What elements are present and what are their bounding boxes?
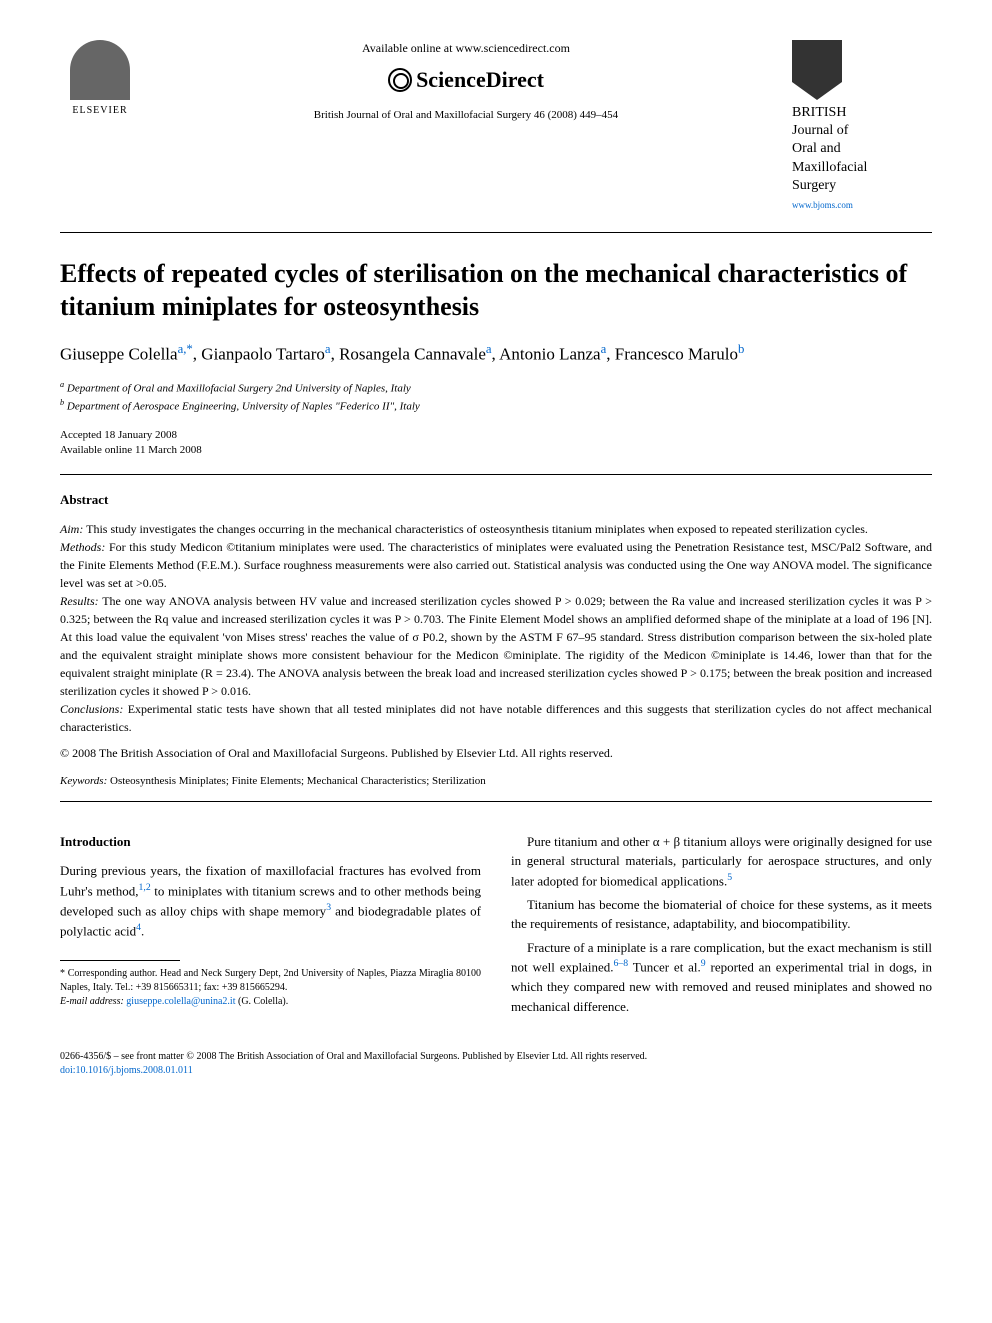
author-3: , Rosangela Cannavale — [331, 345, 486, 364]
author-2: , Gianpaolo Tartaro — [193, 345, 325, 364]
abstract-copyright: © 2008 The British Association of Oral a… — [60, 744, 932, 762]
abstract-heading: Abstract — [60, 491, 932, 509]
divider — [60, 801, 932, 802]
abstract-conclusions: Conclusions: Experimental static tests h… — [60, 700, 932, 736]
footnotes: * Corresponding author. Head and Neck Su… — [60, 967, 481, 1009]
author-1: Giuseppe Colella — [60, 345, 178, 364]
intro-para-3: Titanium has become the biomaterial of c… — [511, 895, 932, 934]
divider — [60, 232, 932, 233]
author-1-affil[interactable]: a,* — [178, 342, 193, 356]
abstract-aim: Aim: This study investigates the changes… — [60, 520, 932, 538]
author-5-affil[interactable]: b — [738, 342, 744, 356]
abstract-results: Results: The one way ANOVA analysis betw… — [60, 592, 932, 700]
affiliation-a: a Department of Oral and Maxillofacial S… — [60, 379, 932, 397]
elsevier-text: ELSEVIER — [72, 104, 127, 118]
keywords-label: Keywords: — [60, 775, 107, 787]
left-column: Introduction During previous years, the … — [60, 832, 481, 1020]
journal-name-line4: Maxillofacial — [792, 160, 867, 175]
intro-para-4: Fracture of a miniplate is a rare compli… — [511, 938, 932, 1016]
abstract-body: Aim: This study investigates the changes… — [60, 520, 932, 762]
author-4: , Antonio Lanza — [492, 345, 601, 364]
authors-list: Giuseppe Colellaa,*, Gianpaolo Tartaroa,… — [60, 340, 932, 367]
ref-6-8[interactable]: 6–8 — [613, 958, 628, 969]
sciencedirect-logo: ScienceDirect — [140, 65, 792, 96]
footnote-rule — [60, 960, 180, 961]
journal-crest-icon — [792, 40, 842, 100]
journal-logo-block: BRITISH Journal of Oral and Maxillofacia… — [792, 40, 932, 212]
journal-name-line5: Surgery — [792, 178, 836, 193]
elsevier-logo: ELSEVIER — [60, 40, 140, 130]
ref-1-2[interactable]: 1,2 — [139, 882, 151, 893]
article-dates: Accepted 18 January 2008 Available onlin… — [60, 428, 932, 459]
divider — [60, 474, 932, 475]
sciencedirect-text: ScienceDirect — [416, 65, 544, 96]
center-header: Available online at www.sciencedirect.co… — [140, 40, 792, 123]
keywords-text: Osteosynthesis Miniplates; Finite Elemen… — [107, 775, 486, 787]
intro-para-1: During previous years, the fixation of m… — [60, 861, 481, 940]
keywords: Keywords: Osteosynthesis Miniplates; Fin… — [60, 774, 932, 789]
elsevier-tree-icon — [70, 40, 130, 100]
author-5: , Francesco Marulo — [606, 345, 738, 364]
author-email[interactable]: giuseppe.colella@unina2.it — [124, 996, 236, 1007]
issn-line: 0266-4356/$ – see front matter © 2008 Th… — [60, 1050, 932, 1064]
introduction-heading: Introduction — [60, 832, 481, 852]
journal-reference: British Journal of Oral and Maxillofacia… — [140, 108, 792, 123]
page-footer: 0266-4356/$ – see front matter © 2008 Th… — [60, 1050, 932, 1078]
right-column: Pure titanium and other α + β titanium a… — [511, 832, 932, 1020]
sciencedirect-icon — [388, 68, 412, 92]
article-title: Effects of repeated cycles of sterilisat… — [60, 257, 932, 325]
doi-link[interactable]: doi:10.1016/j.bjoms.2008.01.011 — [60, 1064, 932, 1078]
article-body: Introduction During previous years, the … — [60, 832, 932, 1020]
affiliation-b: b Department of Aerospace Engineering, U… — [60, 397, 932, 415]
journal-name-line3: Oral and — [792, 141, 841, 156]
journal-url[interactable]: www.bjoms.com — [792, 199, 932, 212]
journal-name-line2: Journal of — [792, 123, 848, 138]
journal-name: BRITISH Journal of Oral and Maxillofacia… — [792, 104, 932, 195]
online-date: Available online 11 March 2008 — [60, 443, 932, 458]
journal-name-line1: BRITISH — [792, 105, 846, 120]
abstract-methods: Methods: For this study Medicon ©titaniu… — [60, 538, 932, 592]
page-header: ELSEVIER Available online at www.science… — [60, 40, 932, 212]
intro-para-2: Pure titanium and other α + β titanium a… — [511, 832, 932, 891]
ref-5[interactable]: 5 — [727, 872, 732, 883]
email-line: E-mail address: giuseppe.colella@unina2.… — [60, 995, 481, 1009]
affiliations: a Department of Oral and Maxillofacial S… — [60, 379, 932, 415]
corresponding-author: * Corresponding author. Head and Neck Su… — [60, 967, 481, 995]
accepted-date: Accepted 18 January 2008 — [60, 428, 932, 443]
available-online-text: Available online at www.sciencedirect.co… — [140, 40, 792, 57]
